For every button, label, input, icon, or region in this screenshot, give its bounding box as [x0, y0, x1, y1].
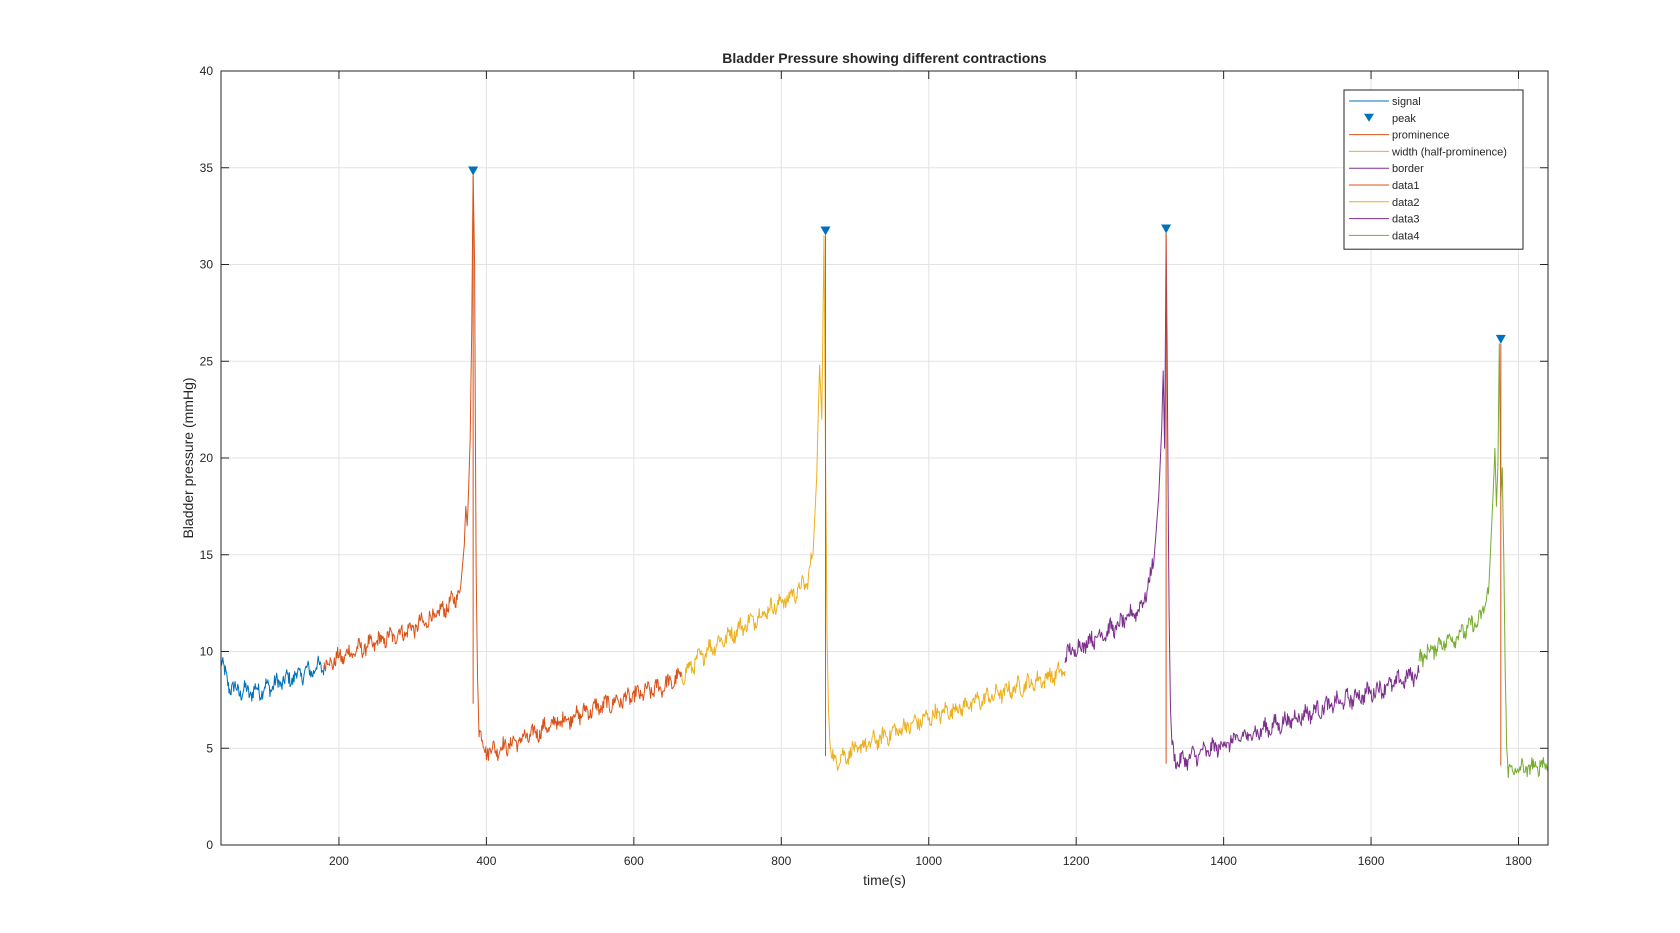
series-line-signal [221, 655, 325, 702]
y-tick-label: 20 [200, 451, 214, 465]
peak-marker [1495, 334, 1506, 344]
x-tick-label: 600 [624, 854, 644, 868]
legend-marker-peak [1364, 113, 1374, 122]
peak-marker [820, 226, 831, 236]
x-tick-label: 200 [329, 854, 349, 868]
legend-label: data2 [1392, 197, 1420, 209]
y-tick-label: 30 [200, 258, 214, 272]
x-tick-label: 1200 [1063, 854, 1090, 868]
y-tick-label: 15 [200, 548, 214, 562]
y-axis-label: Bladder pressure (mmHg) [180, 377, 196, 538]
axis-ticks: 200 400 600 800 1000 1200 1400 1600 1800 0 5 10 15 20… [200, 64, 1548, 868]
y-tick-label: 5 [206, 741, 213, 755]
y-tick-label: 0 [206, 838, 213, 852]
x-tick-label: 1800 [1505, 854, 1532, 868]
series-line-data4 [1418, 343, 1548, 779]
x-axis-label: time(s) [863, 872, 906, 888]
series-line-data3 [1064, 233, 1420, 771]
x-tick-label: 1000 [915, 854, 942, 868]
y-tick-label: 10 [200, 645, 214, 659]
legend-label: data4 [1392, 230, 1420, 242]
x-tick-label: 400 [476, 854, 496, 868]
legend-label: signal [1392, 96, 1421, 108]
series-line-data2 [681, 235, 1066, 771]
series-line-data1 [323, 175, 683, 761]
peak-marker [468, 166, 479, 176]
data-layer [221, 166, 1548, 779]
x-tick-label: 1600 [1358, 854, 1385, 868]
legend-label: prominence [1392, 130, 1449, 142]
chart-title: Bladder Pressure showing different contr… [722, 50, 1047, 66]
grid-lines [221, 70, 1548, 846]
legend-label: width (half-prominence) [1391, 146, 1507, 158]
legend-label: data3 [1392, 214, 1420, 226]
x-tick-label: 1400 [1210, 854, 1237, 868]
y-tick-label: 40 [200, 64, 214, 78]
legend-label: data1 [1392, 180, 1420, 192]
x-tick-label: 800 [771, 854, 791, 868]
y-tick-label: 25 [200, 354, 214, 368]
legend-box [1343, 89, 1524, 250]
y-tick-label: 35 [200, 161, 214, 175]
legend: signal peak prominence width (half-prominen… [1343, 89, 1524, 250]
legend-label: peak [1392, 113, 1416, 125]
peak-marker [1161, 224, 1172, 234]
legend-label: border [1392, 163, 1424, 175]
